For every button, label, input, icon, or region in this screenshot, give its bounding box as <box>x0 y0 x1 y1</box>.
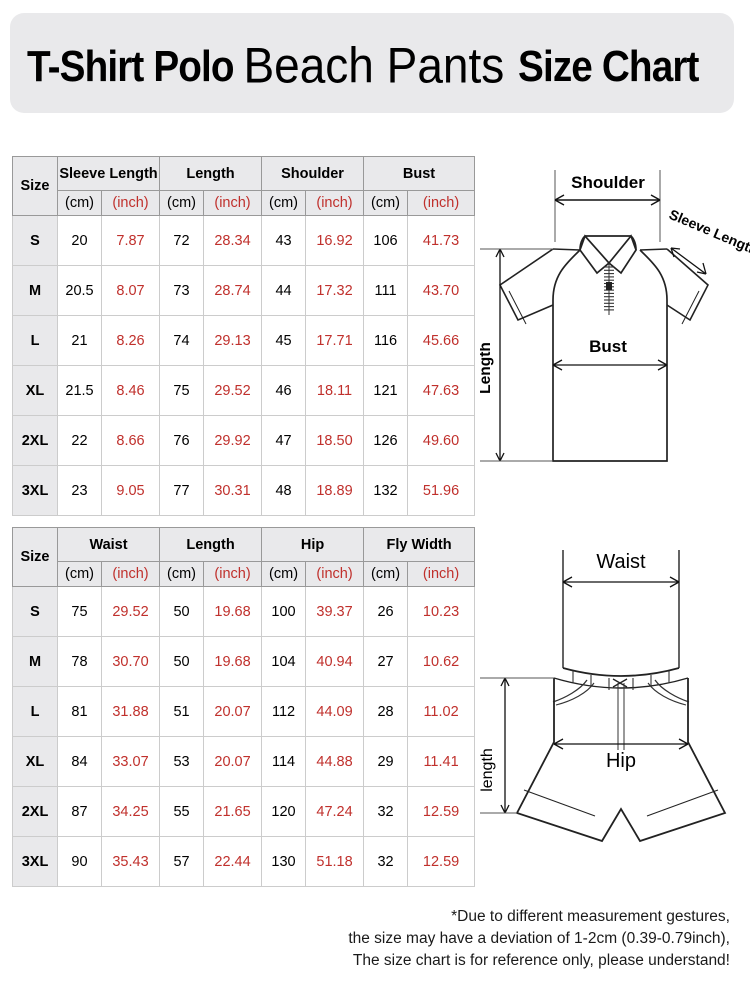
svg-text:length: length <box>480 748 496 792</box>
svg-text:Waist: Waist <box>596 551 646 573</box>
svg-text:Sleeve Length: Sleeve Length <box>667 206 750 258</box>
svg-text:Shoulder: Shoulder <box>571 173 645 192</box>
svg-text:Bust: Bust <box>589 337 627 356</box>
svg-text:Hip: Hip <box>606 750 636 772</box>
svg-text:Length: Length <box>480 342 494 394</box>
